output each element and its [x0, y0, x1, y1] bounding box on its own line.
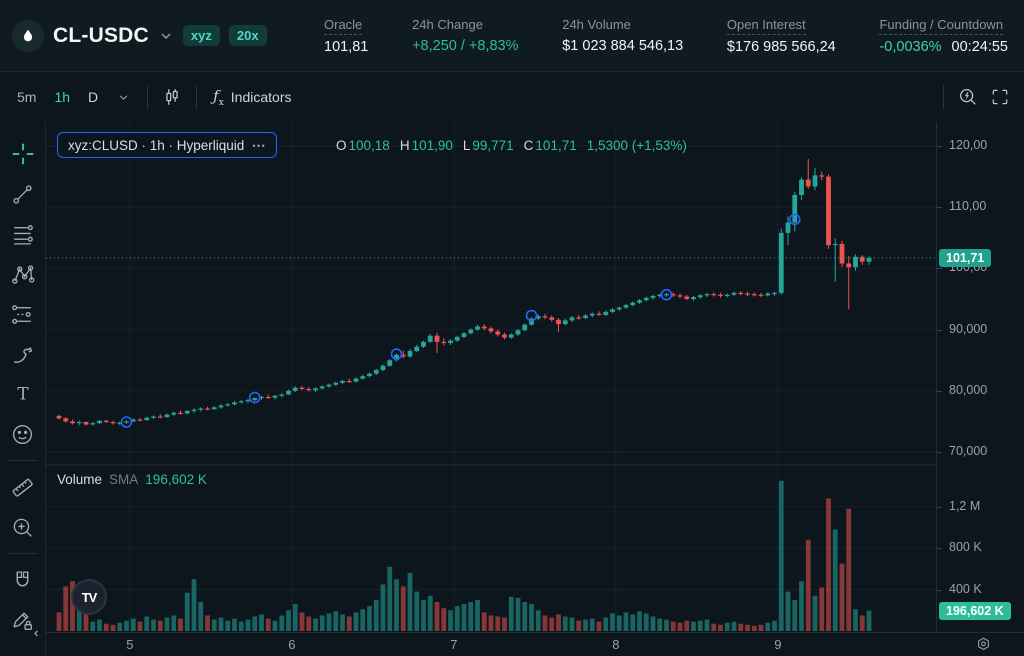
projection-tool-icon[interactable] [6, 294, 40, 334]
ohlc-l-value: 99,771 [472, 137, 514, 153]
dex-badge: xyz [182, 25, 220, 46]
legend-more-icon[interactable]: ••• [252, 140, 267, 151]
token-logo [12, 19, 44, 52]
stat-label: 24h Change [412, 17, 483, 32]
leverage-badge: 20x [228, 25, 267, 46]
time-tick-label: 8 [612, 637, 620, 652]
stat-value: +8,250 / +8,83% [412, 38, 519, 54]
price-tick-label: 80,000 [937, 383, 1024, 397]
stat-change-24h: 24h Change +8,250 / +8,83% [412, 16, 518, 54]
ohlc-h-label: H [399, 137, 410, 153]
stat-label: 24h Volume [562, 17, 631, 32]
header-stats: Oracle 101,81 24h Change +8,250 / +8,83% 24h… [312, 16, 1008, 55]
chart-legend-pill[interactable]: xyz:CLUSD · 1h · Hyperliquid ••• [57, 132, 278, 158]
xabcd-pattern-tool-icon[interactable] [6, 254, 40, 294]
svg-text:T: T [17, 385, 29, 405]
volume-tick-label: 800 K [937, 540, 1024, 554]
volume-tick-label: 400 K [937, 582, 1024, 596]
fullscreen-icon[interactable] [984, 81, 1016, 113]
chevron-down-icon[interactable] [158, 28, 174, 44]
time-axis[interactable]: 5 6 7 8 9 [46, 632, 1024, 656]
candlestick-style-icon[interactable] [156, 81, 188, 113]
symbol-name[interactable]: CL-USDC [53, 23, 149, 47]
price-tick-label: 120,00 [937, 138, 1024, 152]
indicators-label: Indicators [230, 89, 292, 105]
stat-funding: Funding / Countdown -0,0036% 00:24:55 [879, 16, 1008, 55]
market-header: CL-USDC xyz 20x Oracle 101,81 24h Change +8… [0, 0, 1024, 72]
chart-area: T ‹ xyz:CLUSD · 1h [0, 122, 1024, 656]
time-tick-label: 5 [126, 637, 134, 652]
ohlc-h-value: 101,90 [411, 137, 453, 153]
interval-d[interactable]: D [88, 89, 99, 105]
stat-label[interactable]: Oracle [324, 17, 363, 35]
volume-sma-value: 196,602 K [145, 472, 207, 487]
candlestick-chart[interactable] [46, 122, 936, 632]
ohlc-c-value: 101,71 [535, 137, 577, 153]
chart-toolbar: 5m 1h D ƒx Indicators [0, 72, 1024, 122]
fib-retracement-tool-icon[interactable] [6, 214, 40, 254]
drawing-lock-icon[interactable] [6, 600, 40, 640]
time-tick-label: 7 [450, 637, 458, 652]
toolbar-divider [943, 85, 944, 109]
legend-title: xyz:CLUSD · 1h · Hyperliquid [68, 137, 245, 153]
ohlc-change: 1,5300 (+1,53%) [586, 137, 687, 153]
trend-line-tool-icon[interactable] [6, 174, 40, 214]
text-tool-icon[interactable]: T [6, 374, 40, 414]
emoji-tool-icon[interactable] [6, 414, 40, 454]
price-tick-label: 90,000 [937, 322, 1024, 336]
measure-ruler-icon[interactable] [6, 467, 40, 507]
stat-value: 101,81 [324, 39, 369, 55]
toolbar-divider [196, 85, 198, 109]
rail-divider [7, 553, 38, 554]
volume-legend: Volume SMA 196,602 K [57, 472, 207, 487]
fx-icon: ƒx [213, 86, 224, 108]
ohlc-o-value: 100,18 [348, 137, 390, 153]
chart-panel: xyz:CLUSD · 1h · Hyperliquid ••• O 100,18… [46, 122, 1024, 656]
time-tick-label: 9 [774, 637, 782, 652]
tradingview-logo[interactable]: TV [71, 579, 107, 615]
volume-sma-label: SMA [109, 472, 139, 487]
price-tick-label: 110,00 [937, 199, 1024, 213]
current-volume-badge: 196,602 K [939, 601, 1011, 620]
magnet-tool-icon[interactable] [6, 560, 40, 600]
price-axis[interactable]: 101,71 196,602 K 120,00 110,00 100,00 90,00… [936, 122, 1024, 632]
toolbar-divider [147, 85, 149, 109]
ohlc-o-label: O [336, 137, 347, 153]
ohlc-c-label: C [523, 137, 534, 153]
symbol-selector[interactable]: CL-USDC xyz 20x [12, 19, 312, 52]
crosshair-tool-icon[interactable] [6, 134, 40, 174]
brush-tool-icon[interactable] [6, 334, 40, 374]
stat-label[interactable]: Funding / Countdown [879, 17, 1004, 35]
drawing-tools-rail: T ‹ [0, 122, 46, 656]
volume-label: Volume [57, 472, 103, 487]
stat-volume-24h: 24h Volume $1 023 884 546,13 [562, 16, 683, 54]
stat-oracle: Oracle 101,81 [324, 16, 368, 55]
stat-value: $176 985 566,24 [726, 39, 836, 55]
ohlc-l-label: L [462, 137, 471, 153]
zoom-in-icon[interactable] [6, 507, 40, 547]
volume-tick-label: 1,2 M [937, 499, 1024, 513]
quick-search-icon[interactable] [952, 81, 984, 113]
price-tick-label: 70,000 [937, 444, 1024, 458]
rail-divider [7, 460, 38, 461]
current-price-badge: 101,71 [939, 248, 992, 267]
stat-open-interest: Open Interest $176 985 566,24 [726, 16, 836, 55]
stat-value: $1 023 884 546,13 [562, 38, 684, 54]
indicators-button[interactable]: ƒx Indicators [205, 83, 299, 112]
stat-label[interactable]: Open Interest [726, 17, 806, 35]
stat-value: -0,0036% 00:24:55 [879, 39, 1008, 55]
interval-1h[interactable]: 1h [54, 89, 71, 105]
interval-dropdown-icon[interactable] [107, 81, 139, 113]
interval-5m[interactable]: 5m [17, 89, 37, 105]
ohlc-readout: O 100,18 H 101,90 L 99,771 C 101,71 1,5300 (… [336, 132, 687, 158]
time-tick-label: 6 [288, 637, 296, 652]
settings-gear-icon[interactable] [975, 636, 992, 656]
droplet-icon [20, 28, 36, 44]
collapse-rail-icon[interactable]: ‹ [34, 625, 39, 640]
